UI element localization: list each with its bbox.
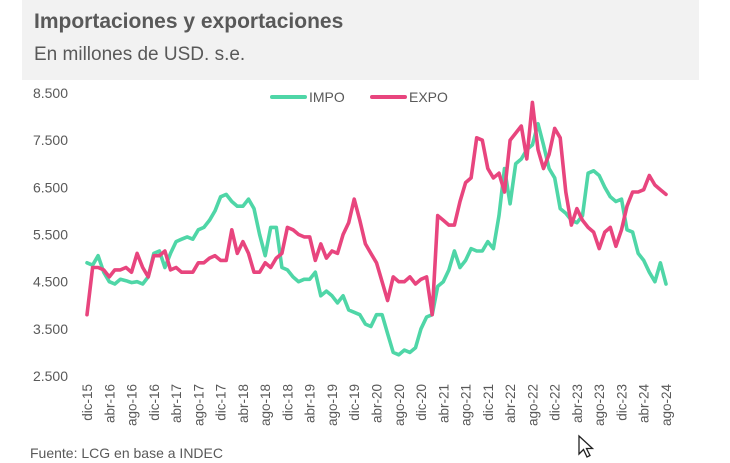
x-tick-label: ago-18 xyxy=(258,384,273,426)
legend: IMPO EXPO xyxy=(270,89,448,105)
x-tick-label: abr-17 xyxy=(169,384,184,423)
x-tick-label: ago-19 xyxy=(325,384,340,426)
x-tick-label: ago-20 xyxy=(392,384,407,426)
y-tick-label: 6.500 xyxy=(33,179,68,195)
x-axis: dic-15 abr-16 ago-16 dic-16 abr-17 ago-17 dic-… xyxy=(80,384,674,427)
x-tick-label: dic-23 xyxy=(614,384,629,421)
y-tick-label: 5.500 xyxy=(33,227,68,243)
series-lines xyxy=(85,100,668,357)
x-tick-label: ago-23 xyxy=(592,384,607,426)
x-tick-label: dic-17 xyxy=(214,384,229,421)
chart-title: Importaciones y exportaciones xyxy=(34,10,344,33)
x-tick-label: abr-24 xyxy=(637,384,652,424)
y-tick-label: 2.500 xyxy=(33,368,68,384)
x-tick-label: dic-15 xyxy=(80,384,95,421)
y-tick-label: 4.500 xyxy=(33,274,68,290)
x-tick-label: dic-18 xyxy=(280,384,295,421)
x-tick-label: ago-21 xyxy=(459,384,474,426)
mouse-cursor-icon xyxy=(578,434,595,458)
x-tick-label: dic-19 xyxy=(347,384,362,421)
y-tick-label: 8.500 xyxy=(33,85,68,101)
series-line-impo xyxy=(85,121,668,357)
x-tick-label: ago-17 xyxy=(191,384,206,426)
x-tick-label: ago-22 xyxy=(525,384,540,426)
x-tick-label: dic-21 xyxy=(481,384,496,421)
x-tick-label: abr-18 xyxy=(236,384,251,423)
legend-label-impo: IMPO xyxy=(309,89,345,105)
x-tick-label: dic-20 xyxy=(414,384,429,421)
x-tick-label: abr-22 xyxy=(503,384,518,423)
x-tick-label: abr-19 xyxy=(303,384,318,423)
source-note: Fuente: LCG en base a INDEC xyxy=(30,445,223,461)
y-tick-label: 3.500 xyxy=(33,321,68,337)
x-tick-label: ago-24 xyxy=(659,384,674,427)
x-tick-label: abr-16 xyxy=(102,384,117,423)
x-tick-label: abr-20 xyxy=(370,384,385,423)
chart-header: Importaciones y exportaciones En millone… xyxy=(22,0,699,80)
x-tick-label: dic-16 xyxy=(147,384,162,421)
chart-subtitle: En millones de USD. s.e. xyxy=(34,44,246,65)
x-tick-label: ago-16 xyxy=(125,384,140,426)
series-line-expo xyxy=(85,100,668,317)
x-tick-label: abr-21 xyxy=(436,384,451,423)
legend-label-expo: EXPO xyxy=(409,89,448,105)
y-tick-label: 7.500 xyxy=(33,132,68,148)
y-axis: 2.500 3.500 4.500 5.500 6.500 7.500 8.500 xyxy=(33,85,68,384)
x-tick-label: dic-22 xyxy=(548,384,563,421)
x-tick-label: abr-23 xyxy=(570,384,585,423)
